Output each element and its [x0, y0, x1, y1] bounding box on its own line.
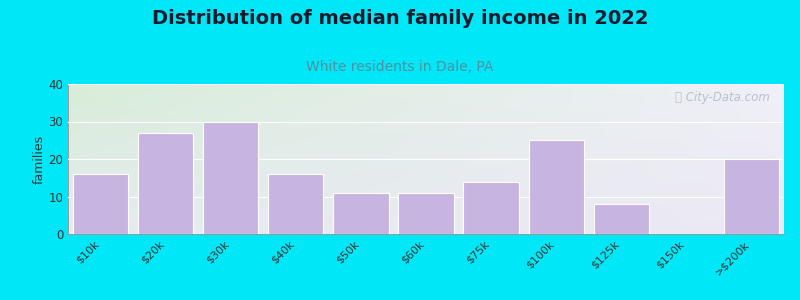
Bar: [463, 182, 518, 234]
Bar: [203, 122, 258, 234]
Bar: [334, 193, 389, 234]
Bar: [594, 204, 649, 234]
Text: ⓘ City-Data.com: ⓘ City-Data.com: [675, 92, 770, 104]
Bar: [529, 140, 584, 234]
Bar: [398, 193, 454, 234]
Y-axis label: families: families: [33, 134, 46, 184]
Bar: [724, 159, 779, 234]
Text: Distribution of median family income in 2022: Distribution of median family income in …: [152, 9, 648, 28]
Bar: [73, 174, 128, 234]
Bar: [138, 133, 194, 234]
Bar: [268, 174, 323, 234]
Text: White residents in Dale, PA: White residents in Dale, PA: [306, 60, 494, 74]
